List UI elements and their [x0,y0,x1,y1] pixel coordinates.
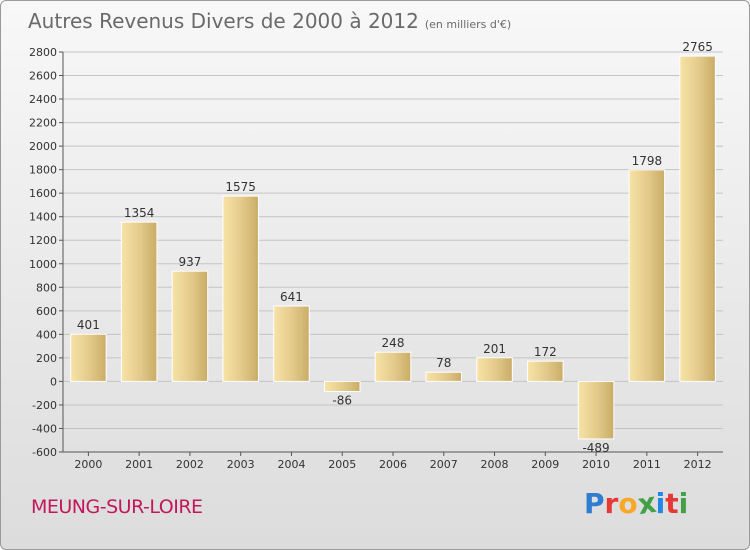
chart-title-text: Autres Revenus Divers de 2000 à 2012 [28,9,419,33]
y-tick-label: 200 [36,352,57,365]
y-tick-label: -400 [32,422,57,435]
x-tick-label: 2012 [684,458,712,471]
chart-title: Autres Revenus Divers de 2000 à 2012 (en … [28,9,511,33]
data-label: 1354 [124,206,155,220]
data-label: 641 [280,290,303,304]
data-label: 1798 [632,154,663,168]
data-label: 248 [382,336,405,350]
logo-letter: i [678,487,689,520]
data-label: -489 [582,441,609,455]
bar-2008 [476,357,513,382]
y-tick-label: 1400 [29,211,57,224]
gridlines [63,51,723,453]
bar-2001 [120,221,158,382]
y-tick-label: 400 [36,328,57,341]
x-tick-label: 2011 [633,458,661,471]
y-tick-label: 600 [36,305,57,318]
bar-2003 [222,195,259,382]
logo-letter: o [618,487,638,520]
y-tick-label: -200 [32,399,57,412]
chart-unit: (en milliers d'€) [424,18,512,31]
y-tick-label: 2800 [29,46,57,59]
y-tick-label: 1800 [29,164,57,177]
x-tick-label: 2008 [481,458,509,471]
axes [59,51,723,456]
bar-2010 [577,380,615,440]
y-tick-label: 1200 [29,234,57,247]
data-label: -86 [332,394,352,408]
x-tick-label: 2004 [277,458,305,471]
x-tick-label: 2007 [430,458,458,471]
bar-2002 [171,270,209,382]
bars [70,55,716,440]
x-tick-label: 2005 [328,458,356,471]
data-label: 172 [534,345,557,359]
logo-letter: P [584,487,605,520]
y-tick-label: 2400 [29,93,57,106]
logo-letter: x [635,485,658,522]
proxiti-logo[interactable]: Proxiti [584,485,689,522]
bar-2012 [679,55,716,382]
data-label: 401 [77,318,100,332]
data-label: 201 [483,342,506,356]
y-tick-label: 1600 [29,187,57,200]
data-label: 78 [436,356,451,370]
data-label: 1575 [225,180,256,194]
x-tick-label: 2000 [74,458,102,471]
x-tick-label: 2002 [176,458,204,471]
y-tick-label: 800 [36,281,57,294]
labels: -600 -400 -200 0 200 400 600 800 1000 1200 1400 160… [29,40,713,471]
town-name: MEUNG-SUR-LOIRE [31,496,203,518]
bar-2009 [527,360,564,382]
x-tick-label: 2006 [379,458,407,471]
bar-2005 [323,380,361,393]
bar-2004 [273,305,310,382]
logo-letter: t [665,487,679,520]
data-label: 2765 [682,40,713,54]
y-tick-label: 0 [50,375,57,388]
bar-2011 [628,169,666,382]
bar-2006 [374,351,412,382]
x-tick-label: 2001 [125,458,153,471]
y-tick-label: 2000 [29,140,57,153]
y-tick-label: 2600 [29,70,57,83]
bar-2000 [70,333,107,382]
y-tick-label: -600 [32,446,57,459]
y-tick-label: 1000 [29,258,57,271]
x-tick-label: 2010 [582,458,610,471]
logo-letter: i [655,487,666,520]
bar-2007 [425,371,463,382]
logo-letter: r [604,487,619,520]
x-tick-label: 2003 [227,458,255,471]
x-tick-label: 2009 [531,458,559,471]
data-label: 937 [178,255,201,269]
y-tick-label: 2200 [29,117,57,130]
